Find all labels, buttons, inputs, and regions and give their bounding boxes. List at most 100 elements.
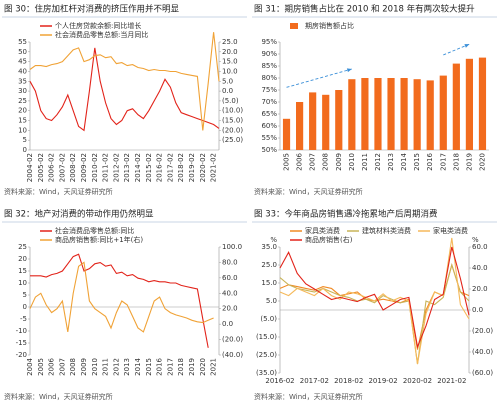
x-tick-label: 2017-02 (166, 153, 174, 182)
x-tick-label: 2007 (309, 153, 317, 171)
y-tick-label: 10 (18, 126, 27, 134)
x-tick-label: 2019 (188, 358, 196, 376)
y-tick-label: (25.0) (256, 351, 277, 359)
bar (348, 79, 356, 150)
y-tick-label: -10 (16, 327, 27, 335)
x-tick-label: 2007-02 (58, 153, 66, 182)
y-tick-label: 85% (261, 62, 277, 70)
x-tick-label: 2019 (465, 153, 473, 171)
y-tick-label: 35 (18, 77, 27, 85)
x-tick-label: 2005 (37, 358, 45, 376)
x-tick-label: 2021 (210, 358, 218, 376)
y2-tick-label: 100.0 (222, 243, 242, 251)
x-tick-label: 2017 (439, 153, 447, 171)
y-tick-label: (35.0) (256, 369, 277, 377)
bar (309, 92, 317, 150)
x-tick-label: 2006 (48, 357, 56, 375)
y-tick-label: 75% (261, 86, 277, 94)
y-tick-label: 20 (18, 255, 27, 263)
chart-title: 图 32：地产对消费的带动作用仍然明显 (4, 209, 154, 220)
x-tick-label: 2010-02 (91, 153, 99, 182)
x-tick-label: 2012 (374, 153, 382, 171)
bar (322, 94, 330, 150)
y-tick-label: 55 (18, 38, 27, 46)
y-tick-label: 95% (261, 38, 277, 46)
y-tick-label: 65% (261, 110, 277, 118)
y-tick-label: 20 (18, 107, 27, 115)
x-tick-label: 2013 (387, 153, 395, 171)
y-tick-label: 25 (18, 97, 27, 105)
x-tick-label: 2017-02 (300, 377, 329, 385)
y2-tick-label: 40.0 (222, 289, 238, 297)
bar (387, 78, 395, 150)
y-tick-label: (5.0) (260, 315, 277, 323)
x-tick-label: 2013-02 (123, 153, 131, 182)
x-tick-label: 2009-02 (80, 153, 88, 182)
x-tick-label: 2020 (199, 358, 207, 376)
x-tick-label: 2012-02 (112, 153, 120, 182)
y2-tick-label: (60.0) (472, 369, 493, 377)
bar (282, 118, 291, 150)
series-line (279, 237, 470, 365)
y-tick-label: 15.0 (261, 279, 277, 287)
bar (478, 57, 487, 150)
bar (426, 80, 434, 150)
x-tick-label: 2006 (296, 152, 304, 170)
y2-tick-label: 10.0 (222, 67, 238, 75)
x-tick-label: 2017 (166, 358, 174, 376)
x-tick-label: 2010 (348, 153, 356, 171)
y-tick-label: 0 (23, 303, 27, 311)
x-tick-label: 2020-02 (199, 153, 207, 182)
x-tick-label: 2021-02 (210, 153, 218, 182)
y-tick-label: 25 (18, 243, 27, 251)
chart-title: 图 31：期房销售占比在 2010 和 2018 年有两次较大提升 (254, 4, 475, 15)
legend-label: 家具类消费 (305, 226, 340, 235)
y-tick-label: 30 (18, 87, 27, 95)
y2-tick-label: (40.0) (222, 351, 243, 359)
arrow-head (464, 44, 470, 48)
y2-tick-label: (10.0) (222, 107, 243, 115)
x-tick-label: 2012 (112, 358, 120, 376)
y-tick-label: (15.0) (256, 333, 277, 341)
series-line (30, 253, 209, 348)
series-line (29, 47, 220, 132)
y2-tick-label: 0.0 (472, 306, 483, 314)
y2-tick-label: 60.0 (472, 243, 488, 251)
x-tick-label: 2016-02 (156, 153, 164, 182)
source: 资料来源：Wind，天风证券研究所 (4, 187, 113, 196)
x-tick-label: 2008-02 (69, 153, 77, 182)
x-tick-label: 2019-02 (368, 377, 397, 385)
x-tick-label: 2016 (156, 357, 164, 375)
y2-tick-label: 20.0 (222, 48, 238, 56)
legend-label: 期房销售额占比 (305, 21, 354, 30)
legend-label: 家电类消费 (433, 226, 468, 235)
bar (361, 78, 369, 150)
y2-tick-label: (40.0) (472, 348, 493, 356)
bar (439, 75, 447, 150)
x-tick-label: 2005-02 (37, 153, 45, 182)
legend-label: 建筑材料类消费 (362, 226, 411, 235)
y-tick-label: -20 (16, 351, 27, 359)
series-line (29, 32, 220, 131)
y-tick-label: 25.0 (261, 261, 277, 269)
x-tick-label: 2014-02 (134, 153, 142, 182)
x-tick-label: 2013 (123, 358, 131, 376)
x-tick-label: 2008 (69, 358, 77, 376)
y2-tick-label: 20.0 (222, 305, 238, 313)
y-tick-label: 15 (18, 117, 27, 125)
bar (296, 102, 304, 150)
x-tick-label: 2018-02 (334, 377, 363, 385)
y-tick-label: 60% (261, 122, 277, 130)
y2-tick-label: (5.0) (222, 97, 239, 105)
x-tick-label: 2014 (400, 152, 408, 170)
legend-label: 个人住房贷款余额:同比增长 (55, 21, 141, 30)
y-tick-label: 35.0 (261, 243, 277, 251)
bar (400, 78, 408, 150)
bar (452, 63, 460, 150)
source: 资料来源：Wind，天风证券研究所 (4, 392, 113, 401)
bar (413, 79, 421, 150)
y-tick-label: 50% (261, 146, 277, 154)
y-tick-label: 15 (18, 267, 27, 275)
chart-title: 图 30：住房加杠杆对消费的挤压作用并不明显 (4, 4, 180, 15)
